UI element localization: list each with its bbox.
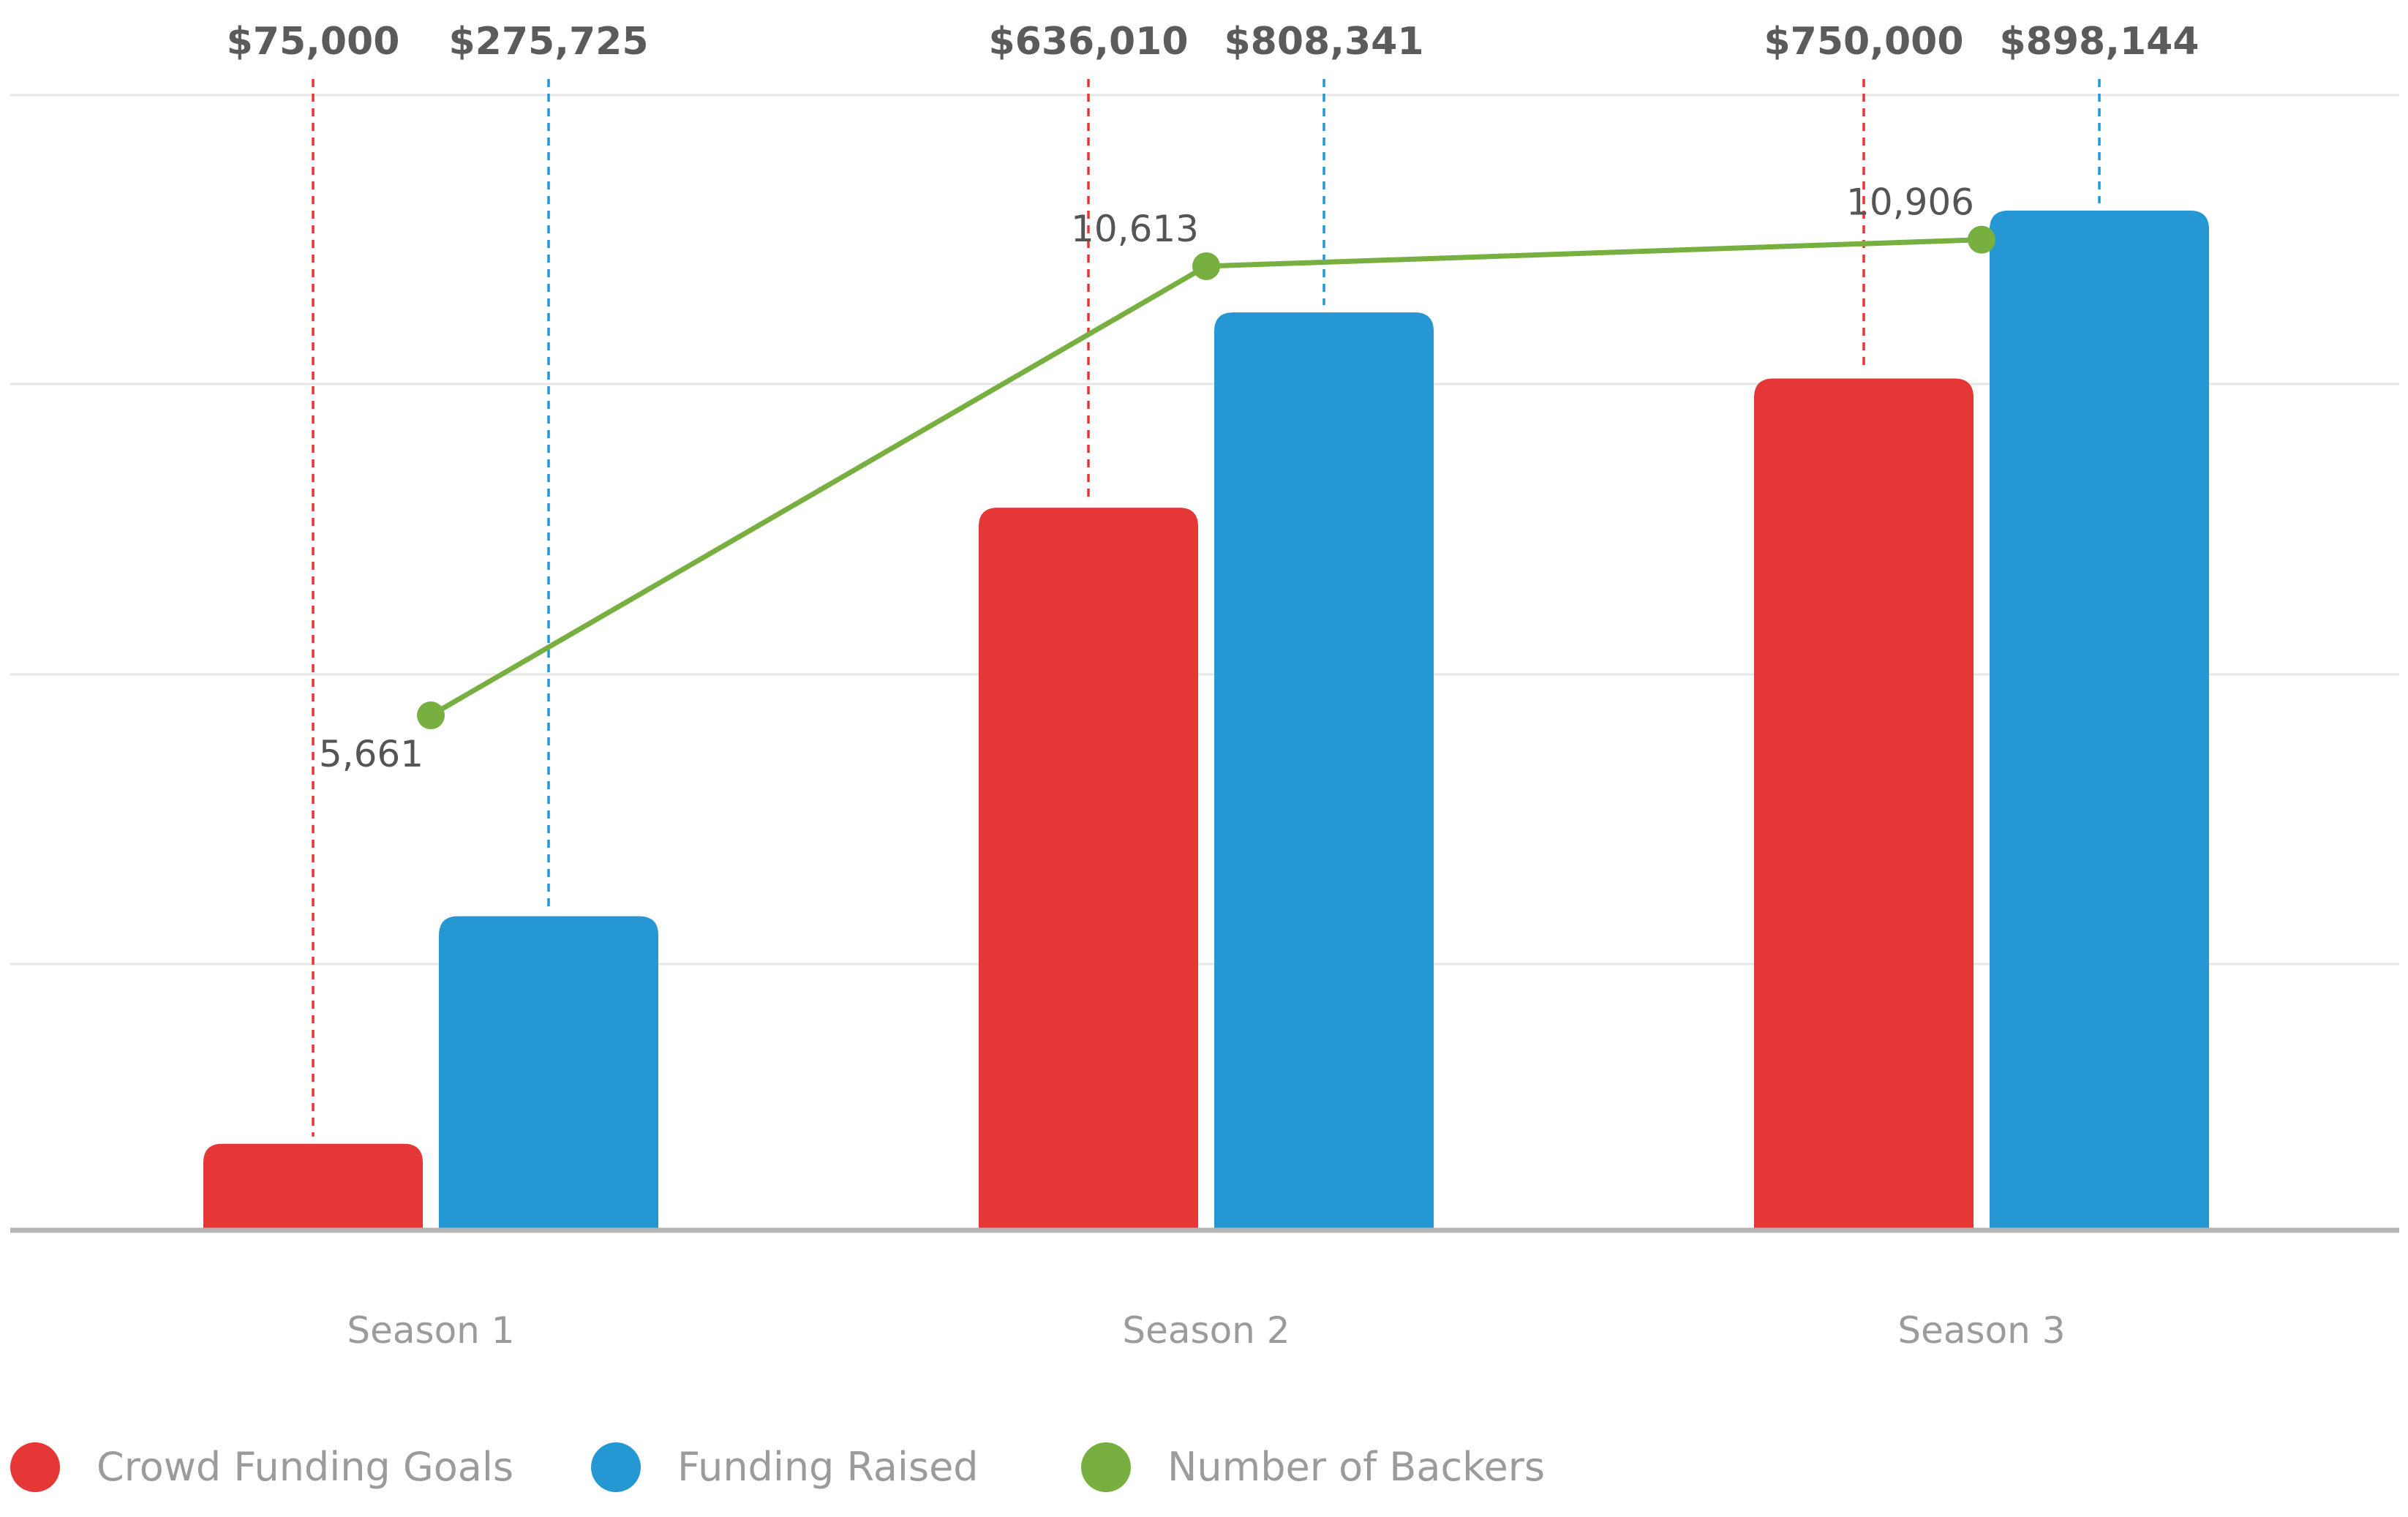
category-label-season-3: Season 3: [1897, 1309, 2065, 1352]
backers-line-layer: 5,661 10,613 10,906: [319, 181, 1995, 775]
category-label-season-1: Season 1: [347, 1309, 514, 1352]
legend: Crowd Funding Goals Funding Raised Number …: [10, 1442, 1545, 1492]
bar-funding-raised-season-1: [439, 916, 658, 1229]
legend-swatch-crowd-funding-goals: [10, 1442, 60, 1492]
bar-funding-raised-season-2: [1214, 312, 1434, 1230]
backers-line: [429, 237, 1982, 718]
legend-label-crowd-funding-goals: Crowd Funding Goals: [97, 1444, 513, 1490]
legend-item-funding-raised: Funding Raised: [591, 1442, 979, 1492]
value-label-funding-raised-season-2: $808,341: [1224, 20, 1423, 64]
bar-value-labels: $75,000 $636,010 $750,000 $275,725 $808,341 $…: [227, 20, 2200, 64]
backers-point-season-1: [417, 701, 445, 730]
value-label-funding-raised-season-3: $898,144: [1999, 20, 2199, 64]
backers-label-season-2: 10,613: [1071, 208, 1199, 250]
value-label-funding-raised-season-1: $275,725: [448, 20, 648, 64]
category-labels: Season 1 Season 2 Season 3: [347, 1309, 2065, 1352]
bar-crowd-funding-goals-season-3: [1754, 378, 1974, 1229]
legend-item-number-of-backers: Number of Backers: [1081, 1442, 1545, 1492]
category-label-season-2: Season 2: [1122, 1309, 1290, 1352]
legend-swatch-funding-raised: [591, 1442, 641, 1492]
backers-label-season-3: 10,906: [1846, 181, 1974, 224]
value-label-crowd-funding-goals-season-1: $75,000: [227, 20, 400, 64]
legend-label-funding-raised: Funding Raised: [677, 1444, 979, 1490]
bar-crowd-funding-goals-season-2: [979, 508, 1198, 1229]
value-label-crowd-funding-goals-season-2: $636,010: [988, 20, 1188, 64]
legend-label-number-of-backers: Number of Backers: [1167, 1444, 1545, 1490]
legend-item-crowd-funding-goals: Crowd Funding Goals: [10, 1442, 513, 1492]
value-label-crowd-funding-goals-season-3: $750,000: [1764, 20, 1963, 64]
bar-crowd-funding-goals-season-1: [203, 1143, 423, 1229]
backers-label-season-1: 5,661: [319, 733, 424, 775]
backers-point-season-2: [1192, 252, 1220, 280]
bar-funding-raised-season-3: [1990, 210, 2209, 1229]
backers-point-season-3: [1968, 225, 1995, 254]
bars: [203, 210, 2209, 1230]
value-guide-lines: [312, 79, 2101, 1137]
legend-swatch-number-of-backers: [1081, 1442, 1131, 1492]
